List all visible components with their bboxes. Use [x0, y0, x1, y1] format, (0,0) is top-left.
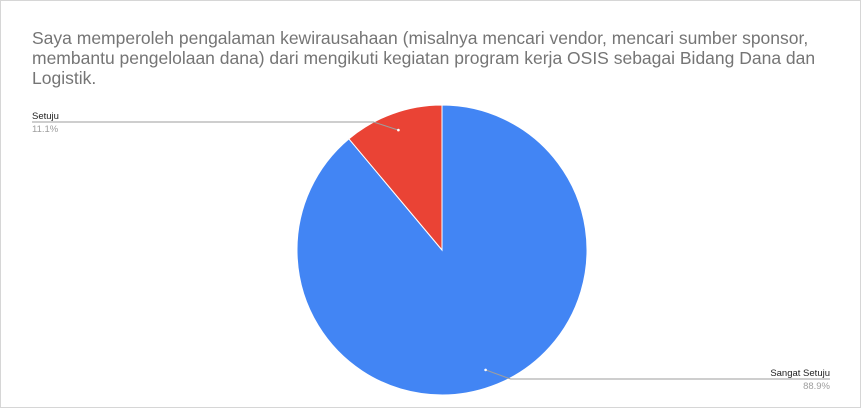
slice-percent-sangat-setuju: 88.9%	[803, 381, 830, 392]
leader-dot-setuju	[397, 128, 400, 132]
slice-labels: Sangat Setuju 88.9% Setuju 11.1%	[32, 111, 831, 392]
slice-label-sangat-setuju: Sangat Setuju	[770, 368, 830, 379]
pie-slice-setuju	[348, 104, 443, 252]
slice-percent-setuju: 11.1%	[32, 124, 59, 135]
chart-title: Saya memperoleh pengalaman kewirausahaan…	[32, 28, 816, 88]
leader-line-sangat-setuju	[485, 369, 830, 380]
leader-line-setuju	[32, 121, 399, 131]
pie-slices	[296, 104, 588, 396]
slice-label-setuju: Setuju	[32, 111, 59, 122]
leader-dot-sangat-setuju	[484, 368, 487, 372]
